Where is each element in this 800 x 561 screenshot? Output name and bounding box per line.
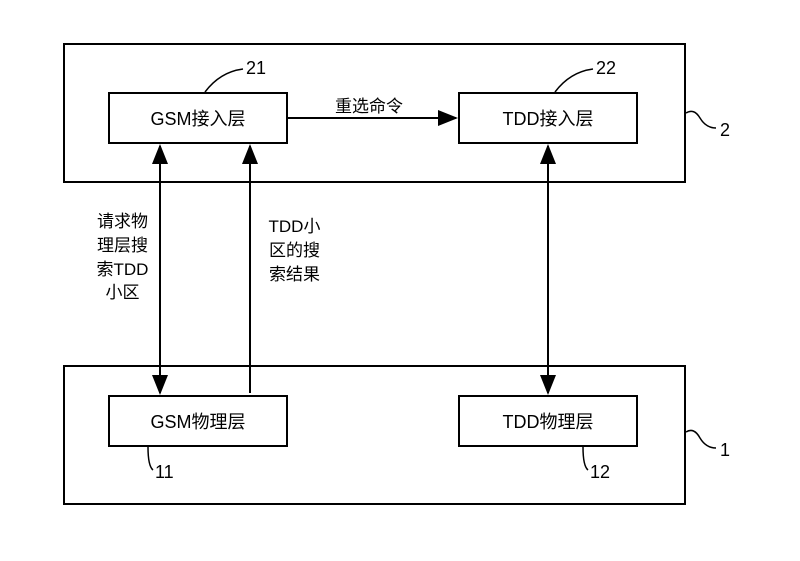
ref-12: 12 [590,462,610,483]
gsm-phy-node: GSM物理层 [108,395,288,447]
tdd-access-label: TDD接入层 [503,105,594,131]
gsm-access-node: GSM接入层 [108,92,288,144]
gsm-phy-label: GSM物理层 [150,408,245,434]
ref-1: 1 [720,440,730,461]
ref-22: 22 [596,58,616,79]
tdd-phy-node: TDD物理层 [458,395,638,447]
gsm-access-label: GSM接入层 [150,105,245,131]
ref-11: 11 [155,462,174,483]
search-result-label: TDD小 区的搜 索结果 [262,215,327,286]
connector-2 [686,111,716,128]
reselect-label: 重选命令 [335,92,403,117]
request-search-label: 请求物 理层搜 索TDD 小区 [90,210,155,305]
ref-21: 21 [246,58,266,79]
ref-2: 2 [720,120,730,141]
tdd-phy-label: TDD物理层 [503,408,594,434]
tdd-access-node: TDD接入层 [458,92,638,144]
connector-1 [686,430,716,448]
